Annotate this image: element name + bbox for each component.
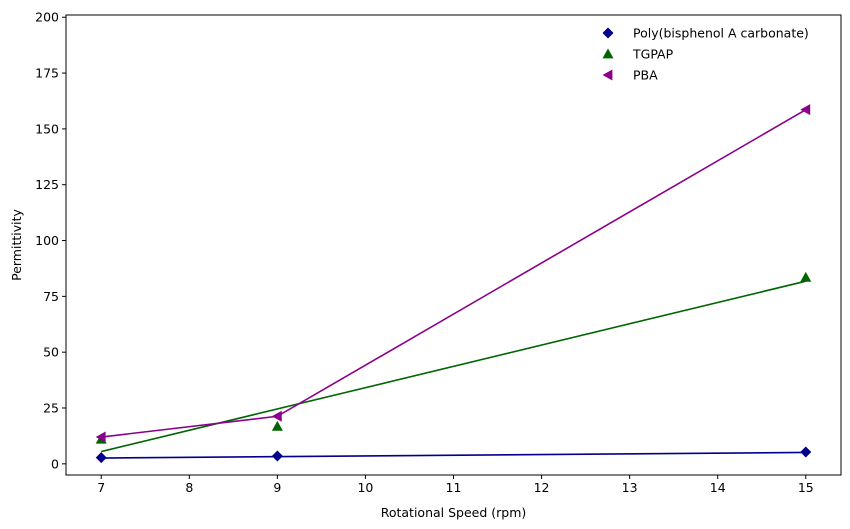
y-tick-label: 175 xyxy=(35,66,59,81)
series-2-data-point xyxy=(800,271,812,282)
series-3-data-point xyxy=(95,431,106,443)
series-1-data-point xyxy=(95,452,107,464)
legend-label: PBA xyxy=(633,68,658,83)
plot-frame xyxy=(65,14,842,476)
series-1-data-point xyxy=(271,450,283,462)
y-tick-label: 125 xyxy=(35,177,59,192)
y-tick-label: 200 xyxy=(35,10,59,25)
y-tick-label: 25 xyxy=(43,401,59,416)
x-tick-label: 13 xyxy=(622,480,638,495)
x-tick-label: 14 xyxy=(710,480,726,495)
y-tick-label: 150 xyxy=(35,121,59,136)
x-tick-label: 12 xyxy=(534,480,550,495)
x-tick-label: 10 xyxy=(357,480,373,495)
legend: Poly(bisphenol A carbonate) TGPAP PBA xyxy=(602,26,809,83)
x-axis-title: Rotational Speed (rpm) xyxy=(381,505,527,520)
series-3-data-point xyxy=(800,104,811,116)
x-tick-label: 8 xyxy=(185,480,193,495)
y-tick-label: 50 xyxy=(43,345,59,360)
x-tick-label: 9 xyxy=(273,480,281,495)
x-tick-label: 7 xyxy=(97,480,105,495)
legend-label: Poly(bisphenol A carbonate) xyxy=(633,26,809,41)
legend-marker xyxy=(602,48,614,59)
y-tick-label: 0 xyxy=(51,456,59,471)
x-tick-label: 15 xyxy=(798,480,814,495)
y-tick-label: 75 xyxy=(43,289,59,304)
legend-marker xyxy=(602,27,614,39)
x-tick-label: 11 xyxy=(446,480,462,495)
legend-label: TGPAP xyxy=(632,47,674,62)
y-axis-title: Permittivity xyxy=(9,209,24,281)
series-2-data-point xyxy=(271,420,283,431)
data-points-layer xyxy=(95,104,812,464)
series-1-data-point xyxy=(800,446,812,458)
series-1-fit-line xyxy=(101,451,806,459)
y-tick-label: 100 xyxy=(35,233,59,248)
legend-marker xyxy=(602,69,613,81)
series-3-data-point xyxy=(271,410,282,422)
